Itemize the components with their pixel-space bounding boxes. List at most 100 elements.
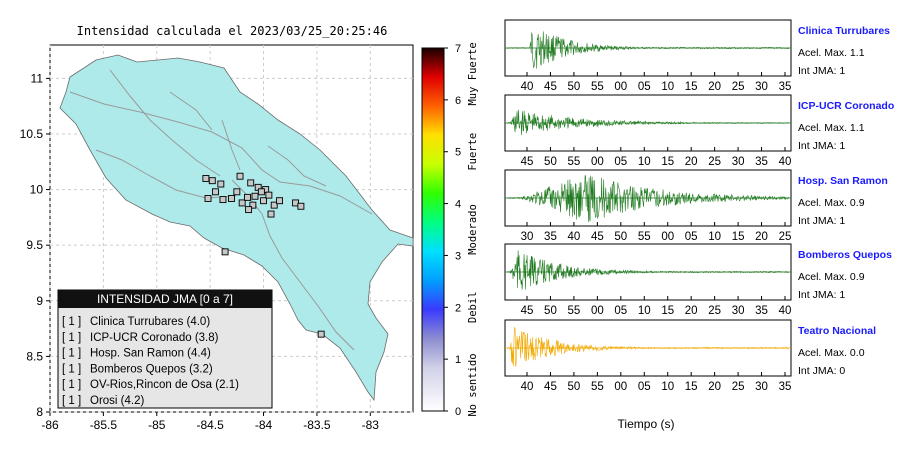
waveform-tick-label: 00: [661, 231, 674, 243]
waveform-tick-label: 30: [521, 231, 534, 243]
colorbar-tick-label: 3: [455, 250, 461, 262]
time-axis-label: Tiempo (s): [618, 417, 675, 431]
waveform-tick-label: 25: [708, 305, 721, 317]
waveform-tick-label: 20: [685, 305, 698, 317]
intensity-map: -86 -85.5 -85 -84.5 -84 -83.5 -83 11 10.5 10 9.5 9 8…: [20, 44, 414, 432]
map-ytick-label: 10: [30, 183, 44, 197]
waveform-tick-label: 05: [638, 81, 651, 93]
waveform-tick-label: 30: [755, 81, 768, 93]
map-xtick-label: -86: [41, 418, 59, 432]
waveform-panels: 40 45 50 55 00 05 10 15 20 25 30 35 Clinica Turrubar…: [504, 19, 894, 393]
station-marker: [251, 192, 259, 200]
waveform-tick-label: 45: [591, 231, 604, 243]
waveform-panel: 45 50 55 00 05 10 15 20 25 30 35 40 Bomberos Quepos A…: [504, 243, 892, 317]
intensity-legend: INTENSIDAD JMA [0 a 7] [ 1 ] Clinica Turr…: [57, 289, 273, 409]
waveform-tick-label: 15: [685, 81, 698, 93]
waveform-tick-label: 05: [685, 231, 698, 243]
station-marker: [221, 248, 229, 256]
waveform-tick-label: 40: [779, 156, 792, 168]
station-max-accel: Acel. Max. 1.1: [798, 122, 865, 134]
station-marker: [202, 175, 210, 182]
legend-item-label: Clinica Turrubares (4.0): [90, 316, 210, 328]
colorbar-tick-label: 6: [455, 95, 461, 107]
legend-item-label: Bomberos Quepos (3.2): [90, 363, 213, 375]
waveform-tick-label: 30: [732, 156, 745, 168]
waveform-tick-label: 45: [544, 381, 557, 393]
waveform-tick-label: 10: [638, 156, 651, 168]
station-name: Clinica Turrubares: [798, 25, 890, 37]
waveform-tick-label: 35: [755, 156, 768, 168]
waveform-tick-label: 20: [685, 156, 698, 168]
waveform-tick-label: 35: [544, 231, 557, 243]
station-jma-intensity: Int JMA: 1: [798, 65, 845, 77]
station-marker: [247, 179, 255, 187]
map-ytick-label: 9.5: [26, 238, 43, 252]
station-name: ICP-UCR Coronado: [798, 100, 894, 112]
waveform-tick-label: 10: [661, 381, 674, 393]
station-marker: [297, 202, 305, 210]
waveform-tick-label: 15: [685, 381, 698, 393]
station-marker: [249, 201, 257, 209]
station-marker: [236, 172, 244, 180]
waveform-tick-label: 35: [755, 305, 768, 317]
colorbar-tick-label: 4: [455, 199, 461, 211]
waveform-tick-label: 15: [732, 231, 745, 243]
waveform-tick-label: 50: [544, 156, 557, 168]
legend-frame: [57, 289, 273, 409]
station-max-accel: Acel. Max. 0.9: [798, 197, 865, 209]
colorbar-category-label: Muy Fuerte: [467, 42, 479, 105]
waveform-tick-label: 55: [568, 305, 581, 317]
legend-item-count: [ 1 ]: [62, 379, 81, 391]
costa-rica-landmass: [59, 54, 414, 402]
waveform-tick-label: 30: [732, 305, 745, 317]
station-marker: [208, 177, 216, 185]
colorbar-category-label: Debil: [467, 291, 479, 323]
legend-item-label: Hosp. San Ramon (4.4): [90, 348, 211, 360]
waveform-tick-label: 20: [708, 381, 721, 393]
waveform-tick-label: 00: [591, 156, 604, 168]
waveform-tick-label: 05: [614, 156, 627, 168]
waveform-tick-label: 55: [591, 81, 604, 93]
waveform-tick-label: 10: [661, 81, 674, 93]
station-marker: [317, 330, 325, 338]
waveform-tick-label: 45: [544, 81, 557, 93]
waveform-tick-label: 25: [732, 381, 745, 393]
station-marker: [270, 201, 278, 209]
waveform-tick-label: 20: [708, 81, 721, 93]
waveform-tick-label: 45: [521, 305, 534, 317]
legend-header: [58, 290, 272, 308]
station-name: Teatro Nacional: [798, 325, 876, 337]
waveform-tick-label: 50: [568, 81, 581, 93]
map-ytick-label: 11: [31, 71, 44, 85]
colorbar-tick-label: 5: [455, 147, 461, 159]
colorbar-gradient: [421, 47, 445, 412]
station-max-accel: Acel. Max. 0.0: [798, 347, 865, 359]
map-ytick-label: 9: [36, 294, 43, 308]
station-max-accel: Acel. Max. 0.9: [798, 271, 865, 283]
colorbar-category-label: Fuerte: [467, 133, 479, 171]
legend-item-label: Orosi (4.2): [90, 395, 144, 407]
station-marker: [204, 195, 212, 202]
station-marker: [257, 188, 265, 196]
waveform-panel: 30 35 40 45 50 55 00 05 10 15 20 25 Hosp. San Ramon A…: [504, 169, 888, 243]
legend-item-label: ICP-UCR Coronado (3.8): [90, 332, 219, 344]
station-marker: [219, 196, 227, 204]
waveform-panel: 40 45 50 55 00 05 10 15 20 25 30 35 Clinica Turrubar…: [504, 19, 890, 93]
map-xtick-label: -85: [148, 418, 166, 432]
waveform-tick-label: 40: [521, 381, 534, 393]
waveform-tick-label: 50: [544, 305, 557, 317]
station-marker: [228, 195, 235, 202]
waveform-tick-label: 30: [755, 381, 768, 393]
colorbar-category-label: No sentido: [467, 353, 479, 416]
colorbar-category-label: Moderado: [467, 204, 479, 255]
station-marker: [267, 210, 275, 218]
waveform-tick-label: 05: [614, 305, 627, 317]
station-markers: [202, 172, 325, 338]
waveform-tick-label: 15: [661, 305, 674, 317]
legend-item-count: [ 1 ]: [62, 363, 81, 375]
waveform-tick-label: 00: [614, 381, 627, 393]
map-ytick-label: 10.5: [20, 127, 44, 141]
legend-item-count: [ 1 ]: [62, 395, 81, 407]
legend-item-count: [ 1 ]: [62, 332, 81, 344]
